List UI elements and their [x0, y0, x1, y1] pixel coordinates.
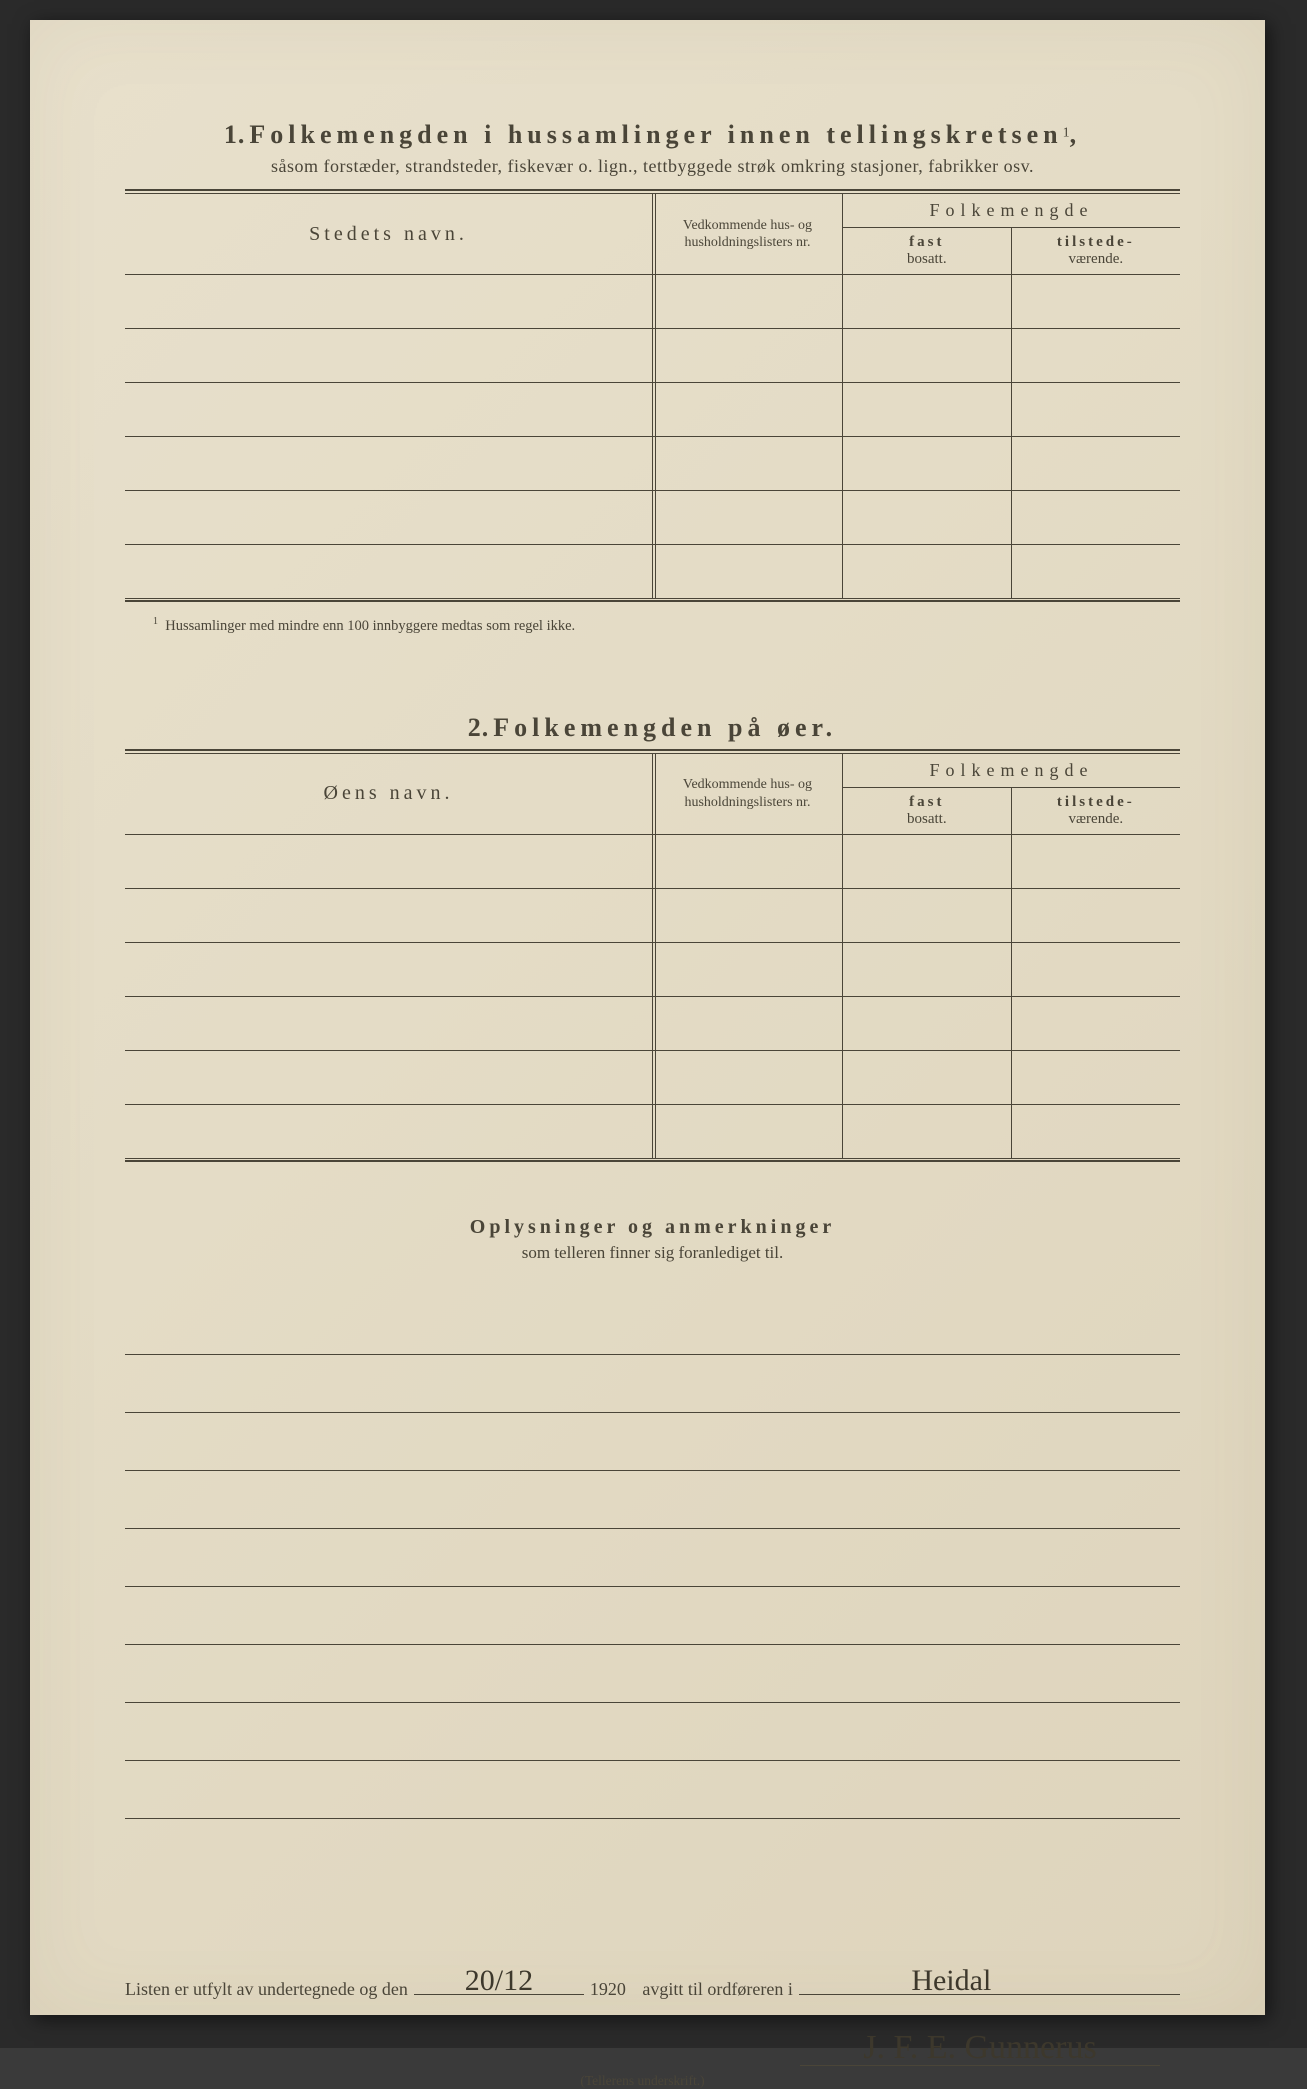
document-page: 1. Folkemengden i hussamlinger innen tel… [30, 20, 1265, 2015]
section1-heading: Folkemengden i hussamlinger innen tellin… [249, 120, 1062, 149]
s2-hdr-fast: fastbosatt. [842, 787, 1011, 834]
s2-hdr-name: Øens navn. [125, 754, 653, 835]
blank-line [125, 1297, 1180, 1355]
blank-line [125, 1471, 1180, 1529]
section2-heading: Folkemengden på øer. [493, 713, 837, 742]
s2-hdr-folke: Folkemengde [842, 754, 1180, 788]
table-row [125, 545, 1180, 599]
signature-line: Listen er utfylt av undertegnede og den … [125, 1979, 1180, 2000]
s2-hdr-til: tilstede-værende. [1011, 787, 1180, 834]
remarks-lines [125, 1297, 1180, 1819]
table-row [125, 942, 1180, 996]
section2-title: 2. Folkemengden på øer. [125, 713, 1180, 743]
s1-hdr-folke: Folkemengde [842, 194, 1180, 228]
section2-number: 2. [468, 713, 490, 742]
section3-title: Oplysninger og anmerkninger [125, 1216, 1180, 1239]
section1-number: 1. [224, 120, 246, 149]
table-row [125, 383, 1180, 437]
section1-sup: 1 [1063, 126, 1070, 141]
table-row [125, 888, 1180, 942]
section1-footnote: 1 Hussamlinger med mindre enn 100 innbyg… [153, 616, 1180, 635]
s1-hdr-fast: fastbosatt. [842, 228, 1011, 275]
table-row [125, 491, 1180, 545]
section1-tail: , [1070, 120, 1082, 149]
table-row [125, 437, 1180, 491]
table-row [125, 329, 1180, 383]
s2-hdr-hus: Vedkommende hus- og husholdningslisters … [653, 754, 843, 835]
signature-area: Listen er utfylt av undertegnede og den … [125, 1979, 1180, 2089]
table-row [125, 834, 1180, 888]
s1-hdr-name: Stedets navn. [125, 194, 653, 275]
blank-line [125, 1587, 1180, 1645]
blank-line [125, 1761, 1180, 1819]
signature-name-line: J. F. E. Gunnerus [800, 2028, 1160, 2066]
table-row [125, 1050, 1180, 1104]
sig-place-handwritten: Heidal [911, 1964, 991, 1998]
blank-line [125, 1529, 1180, 1587]
s1-hdr-hus: Vedkommende hus- og husholdningslisters … [653, 194, 843, 275]
blank-line [125, 1703, 1180, 1761]
sig-date-blank: 20/12 [414, 1994, 584, 1995]
sig-place-blank: Heidal [799, 1994, 1180, 1995]
section1-subtitle: såsom forstæder, strandsteder, fiskevær … [125, 156, 1180, 177]
section2-table: Øens navn. Vedkommende hus- og husholdni… [125, 754, 1180, 1159]
table-row [125, 275, 1180, 329]
sig-date-handwritten: 20/12 [465, 1964, 533, 1998]
s1-hdr-til: tilstede-værende. [1011, 228, 1180, 275]
table-row [125, 996, 1180, 1050]
section2-bottom-rule [125, 1158, 1180, 1162]
section1-table: Stedets navn. Vedkommende hus- og hushol… [125, 194, 1180, 599]
sig-prefix: Listen er utfylt av undertegnede og den [125, 1979, 408, 2000]
s2-body [125, 834, 1180, 1158]
sig-year: 1920 [590, 1979, 626, 2000]
section3-subtitle: som telleren finner sig foranlediget til… [125, 1243, 1180, 1263]
blank-line [125, 1645, 1180, 1703]
section1-bottom-rule [125, 598, 1180, 602]
blank-line [125, 1413, 1180, 1471]
blank-line [125, 1355, 1180, 1413]
signature-caption: (Tellerens underskrift.) [125, 2073, 1160, 2089]
section1-title: 1. Folkemengden i hussamlinger innen tel… [125, 120, 1180, 150]
s1-body [125, 275, 1180, 599]
sig-mid: avgitt til ordføreren i [642, 1979, 792, 2000]
signature-name-wrap: J. F. E. Gunnerus (Tellerens underskrift… [125, 2028, 1160, 2089]
table-row [125, 1104, 1180, 1158]
